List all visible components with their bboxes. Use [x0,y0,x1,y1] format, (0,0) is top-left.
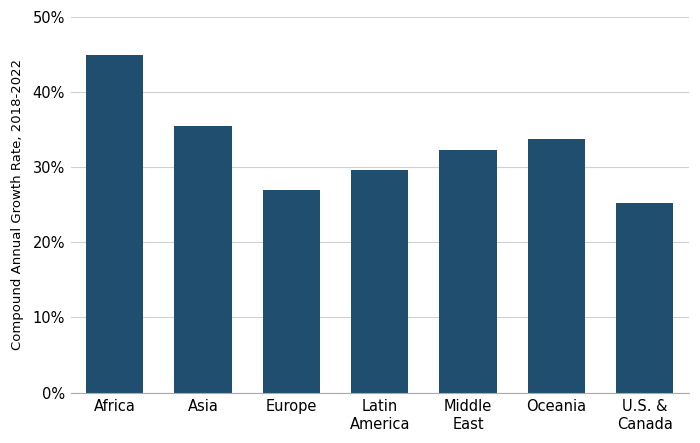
Bar [440,150,497,392]
Bar [616,203,673,392]
Bar [174,126,232,392]
Bar [528,139,585,392]
Bar [86,54,144,392]
Bar [262,190,320,392]
Y-axis label: Compound Annual Growth Rate, 2018-2022: Compound Annual Growth Rate, 2018-2022 [11,59,24,350]
Bar [351,170,408,392]
